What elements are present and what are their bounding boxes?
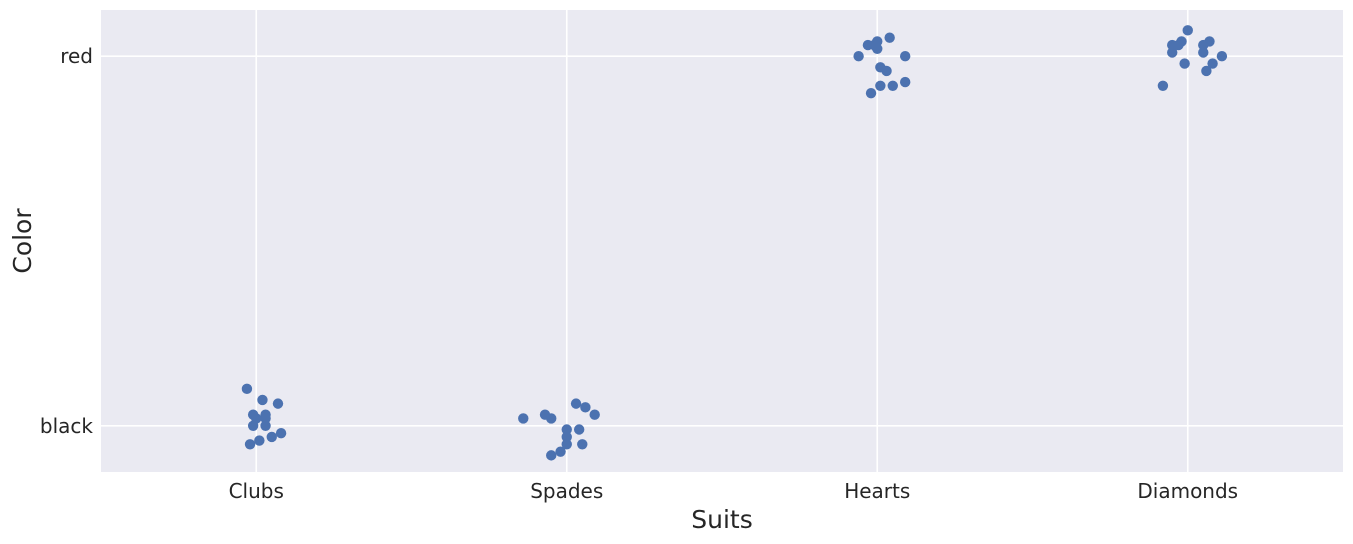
data-point — [853, 51, 864, 62]
data-point — [580, 402, 591, 413]
x-tick-label: Spades — [530, 479, 603, 503]
data-point — [254, 435, 265, 446]
data-point — [1198, 39, 1209, 51]
y-axis-label: Color — [8, 208, 37, 274]
data-point — [1201, 65, 1212, 77]
data-point — [260, 420, 271, 431]
x-axis-label: Suits — [691, 505, 753, 534]
data-point — [887, 80, 898, 91]
data-points — [241, 25, 1228, 461]
data-point — [899, 51, 911, 62]
data-point — [244, 439, 256, 450]
data-point — [275, 427, 287, 439]
x-tick-labels: Clubs Spades Hearts Diamonds — [229, 479, 1239, 503]
y-tick-label: red — [60, 44, 93, 68]
data-point — [589, 409, 600, 420]
data-point — [1207, 58, 1218, 69]
data-point — [266, 431, 277, 443]
data-point — [570, 398, 582, 409]
data-point — [865, 87, 877, 99]
data-point — [257, 394, 268, 406]
y-tick-label: black — [40, 414, 94, 438]
data-point — [1198, 47, 1209, 58]
data-point — [561, 439, 572, 450]
data-point — [555, 446, 566, 457]
data-point — [1182, 25, 1193, 36]
y-tick-labels: black red — [40, 44, 94, 438]
x-tick-label: Diamonds — [1137, 479, 1238, 503]
x-tick-label: Hearts — [844, 479, 910, 503]
data-point — [546, 450, 557, 461]
data-point — [1167, 47, 1178, 58]
x-tick-label: Clubs — [229, 479, 284, 503]
data-point — [1157, 80, 1169, 91]
data-point — [899, 76, 911, 88]
data-point — [884, 32, 895, 43]
data-point — [881, 65, 892, 77]
data-point — [577, 439, 588, 450]
data-point — [1216, 51, 1228, 62]
data-point — [1173, 39, 1184, 51]
data-point — [546, 413, 557, 424]
data-point — [260, 413, 271, 424]
data-point — [872, 43, 883, 55]
data-point — [272, 398, 284, 409]
data-point — [1179, 58, 1190, 69]
plot-area — [101, 10, 1343, 472]
data-point — [561, 424, 572, 435]
data-point — [573, 424, 585, 435]
data-point — [875, 80, 886, 91]
data-point — [247, 420, 259, 431]
data-point — [518, 413, 529, 424]
data-point — [241, 383, 253, 395]
data-point — [561, 431, 572, 443]
